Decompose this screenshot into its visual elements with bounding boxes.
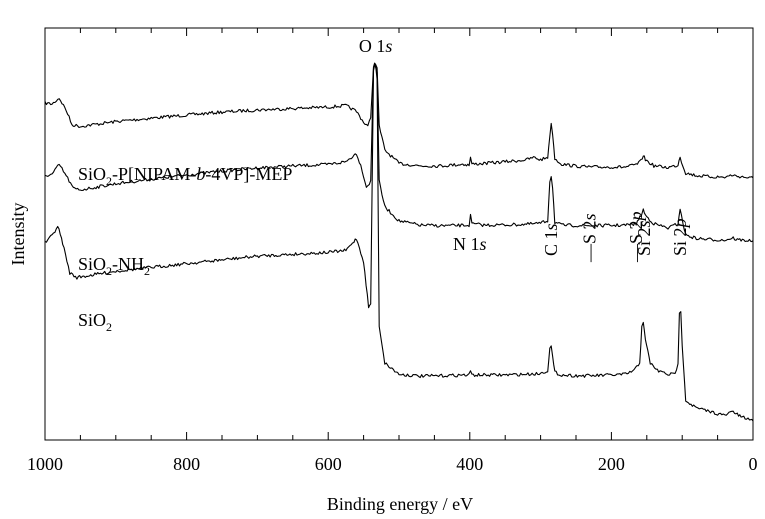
peak-label-text: C 1s [541,223,561,256]
x-tick-label: 0 [749,454,758,474]
peak-label-text: Si 2p [670,218,690,256]
peak-label: N 1s [453,234,487,254]
x-tick-labels: 1000 800 600 400 200 0 [27,454,758,474]
peak-label: O 1s [359,36,393,56]
peak-label: —S 2p [626,211,646,263]
x-tick-label: 800 [173,454,200,474]
peak-label: —S 2s [579,213,599,263]
series-label: SiO2 [78,310,112,334]
series-layer [44,62,754,422]
x-tick-label: 1000 [27,454,63,474]
peak-label: Si 2p [670,218,690,256]
peak-label-text: —S 2p [626,211,646,263]
series-line [44,62,754,179]
peak-label-text: Si 2s [634,220,654,256]
y-axis-label: Intensity [8,203,28,266]
peak-label-text: —S 2s [579,213,599,263]
series-label: SiO2-P[NIPAM-b-4VP]-MEP [78,164,292,188]
series-label: SiO2-NH2 [78,254,150,278]
x-tick-label: 400 [456,454,483,474]
x-tick-label: 200 [598,454,625,474]
x-axis-label: Binding energy / eV [327,494,473,514]
series-line [44,63,754,243]
peak-label: C 1s [541,223,561,256]
peak-label: Si 2s [634,220,654,256]
series-line [44,63,754,422]
axes [44,27,754,441]
x-tick-label: 600 [315,454,342,474]
